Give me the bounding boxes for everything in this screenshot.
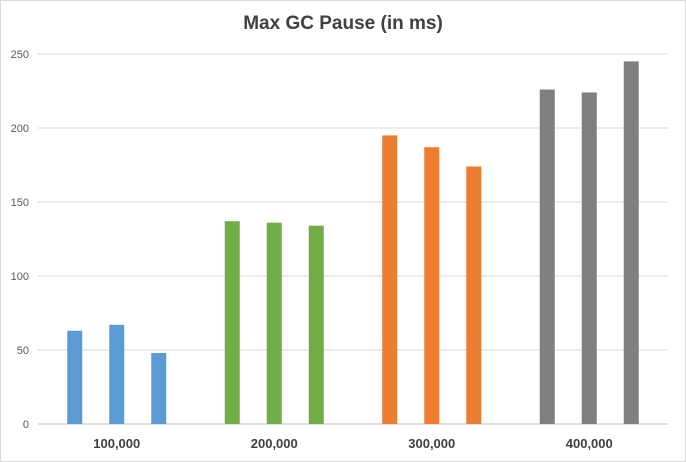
bar [424,147,440,425]
bar [151,352,167,424]
y-tick-label: 150 [11,197,29,209]
x-category-label: 400,000 [566,436,613,451]
x-category-label: 200,000 [251,436,298,451]
y-axis-ticks: 0 50 100 150 200 250 [11,49,29,431]
y-tick-label: 50 [17,345,29,357]
y-tick-label: 100 [11,271,29,283]
y-tick-label: 0 [23,419,29,431]
bar [466,166,482,425]
bar [382,135,398,424]
gridlines [38,53,668,425]
bar [266,222,282,424]
bar [224,221,240,424]
x-axis-categories: 100,000 200,000 300,000 400,000 [93,436,613,451]
x-category-label: 300,000 [408,436,455,451]
x-category-label: 100,000 [93,436,140,451]
bar [539,89,555,425]
y-tick-label: 200 [11,123,29,135]
y-tick-label: 250 [11,49,29,61]
bar [109,324,125,424]
chart-title: Max GC Pause (in ms) [243,13,443,34]
bar [623,61,639,425]
bar [581,92,597,424]
bars [67,61,639,425]
bar [67,330,83,424]
bar [308,225,324,424]
